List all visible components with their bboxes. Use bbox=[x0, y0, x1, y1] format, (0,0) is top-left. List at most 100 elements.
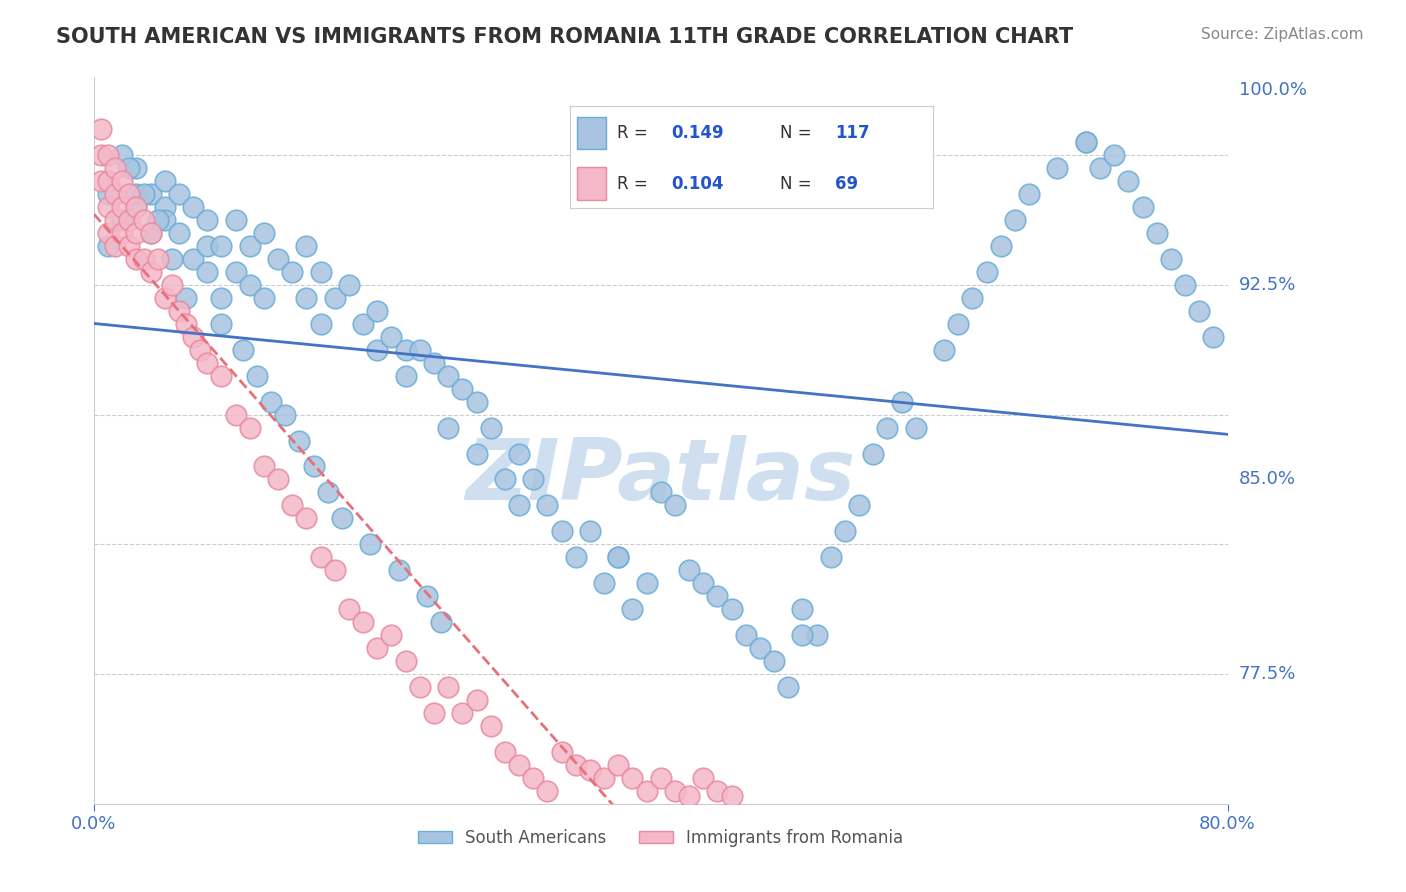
Point bbox=[90, 148, 112, 162]
Point bbox=[734, 628, 756, 642]
Point bbox=[274, 408, 297, 422]
Point bbox=[636, 783, 658, 797]
Point bbox=[146, 213, 169, 227]
Point bbox=[366, 343, 388, 357]
Point bbox=[1046, 161, 1069, 176]
Point bbox=[607, 550, 630, 565]
Point bbox=[139, 265, 162, 279]
Point bbox=[125, 200, 148, 214]
Point bbox=[366, 303, 388, 318]
Point bbox=[111, 226, 134, 240]
Point bbox=[337, 602, 360, 616]
Point bbox=[239, 277, 262, 292]
Point bbox=[792, 628, 814, 642]
Point bbox=[125, 252, 148, 266]
Point bbox=[976, 265, 998, 279]
Point bbox=[720, 602, 742, 616]
Point bbox=[848, 499, 870, 513]
Point bbox=[508, 446, 530, 460]
Point bbox=[195, 265, 218, 279]
Point bbox=[621, 602, 644, 616]
Point bbox=[211, 239, 233, 253]
Point bbox=[416, 589, 439, 603]
Text: Source: ZipAtlas.com: Source: ZipAtlas.com bbox=[1201, 27, 1364, 42]
Point bbox=[904, 420, 927, 434]
Point bbox=[104, 213, 127, 227]
Point bbox=[593, 576, 616, 591]
Point bbox=[437, 680, 460, 694]
Point bbox=[111, 174, 134, 188]
Text: SOUTH AMERICAN VS IMMIGRANTS FROM ROMANIA 11TH GRADE CORRELATION CHART: SOUTH AMERICAN VS IMMIGRANTS FROM ROMANI… bbox=[56, 27, 1073, 46]
Point bbox=[253, 459, 276, 474]
Point bbox=[692, 576, 714, 591]
Point bbox=[451, 382, 474, 396]
Point bbox=[579, 524, 602, 539]
Point bbox=[188, 343, 211, 357]
Point bbox=[479, 420, 502, 434]
Point bbox=[153, 213, 176, 227]
Point bbox=[508, 499, 530, 513]
Point bbox=[337, 277, 360, 292]
Point bbox=[409, 680, 432, 694]
Point bbox=[111, 213, 134, 227]
Point bbox=[139, 226, 162, 240]
Point bbox=[211, 368, 233, 383]
Point bbox=[211, 291, 233, 305]
Point bbox=[139, 226, 162, 240]
Point bbox=[522, 472, 544, 486]
Point bbox=[465, 446, 488, 460]
Point bbox=[1188, 303, 1211, 318]
Point bbox=[281, 265, 304, 279]
Point bbox=[494, 472, 516, 486]
Point bbox=[211, 317, 233, 331]
Point bbox=[792, 602, 814, 616]
Point bbox=[862, 446, 884, 460]
Point bbox=[1118, 174, 1140, 188]
Point bbox=[330, 511, 353, 525]
Point bbox=[295, 239, 318, 253]
Point bbox=[1074, 136, 1097, 150]
Point bbox=[90, 174, 112, 188]
Point bbox=[97, 239, 120, 253]
Point bbox=[508, 757, 530, 772]
Point bbox=[579, 763, 602, 777]
Point bbox=[564, 757, 586, 772]
Point bbox=[522, 771, 544, 785]
Point bbox=[267, 252, 290, 266]
Point bbox=[366, 640, 388, 655]
Point bbox=[664, 783, 686, 797]
Point bbox=[181, 330, 204, 344]
Point bbox=[1088, 161, 1111, 176]
Point bbox=[160, 277, 183, 292]
Text: 77.5%: 77.5% bbox=[1239, 665, 1296, 683]
Point bbox=[1160, 252, 1182, 266]
Point bbox=[536, 499, 558, 513]
Point bbox=[125, 200, 148, 214]
Point bbox=[118, 187, 141, 202]
Point bbox=[720, 789, 742, 803]
Point bbox=[118, 239, 141, 253]
Point bbox=[118, 213, 141, 227]
Point bbox=[387, 563, 409, 577]
Point bbox=[678, 563, 700, 577]
Point bbox=[1074, 136, 1097, 150]
Point bbox=[246, 368, 269, 383]
Point bbox=[409, 343, 432, 357]
Point bbox=[352, 317, 374, 331]
Point bbox=[550, 524, 572, 539]
Point bbox=[97, 148, 120, 162]
Point bbox=[267, 472, 290, 486]
Point bbox=[890, 394, 912, 409]
Point bbox=[748, 640, 770, 655]
Point bbox=[281, 499, 304, 513]
Point bbox=[423, 706, 446, 720]
Point bbox=[650, 771, 672, 785]
Point bbox=[1102, 148, 1125, 162]
Text: ZIPatlas: ZIPatlas bbox=[465, 435, 856, 518]
Text: 85.0%: 85.0% bbox=[1239, 470, 1296, 489]
Point bbox=[132, 187, 155, 202]
Point bbox=[1174, 277, 1197, 292]
Point bbox=[309, 265, 332, 279]
Point bbox=[195, 356, 218, 370]
Point bbox=[678, 789, 700, 803]
